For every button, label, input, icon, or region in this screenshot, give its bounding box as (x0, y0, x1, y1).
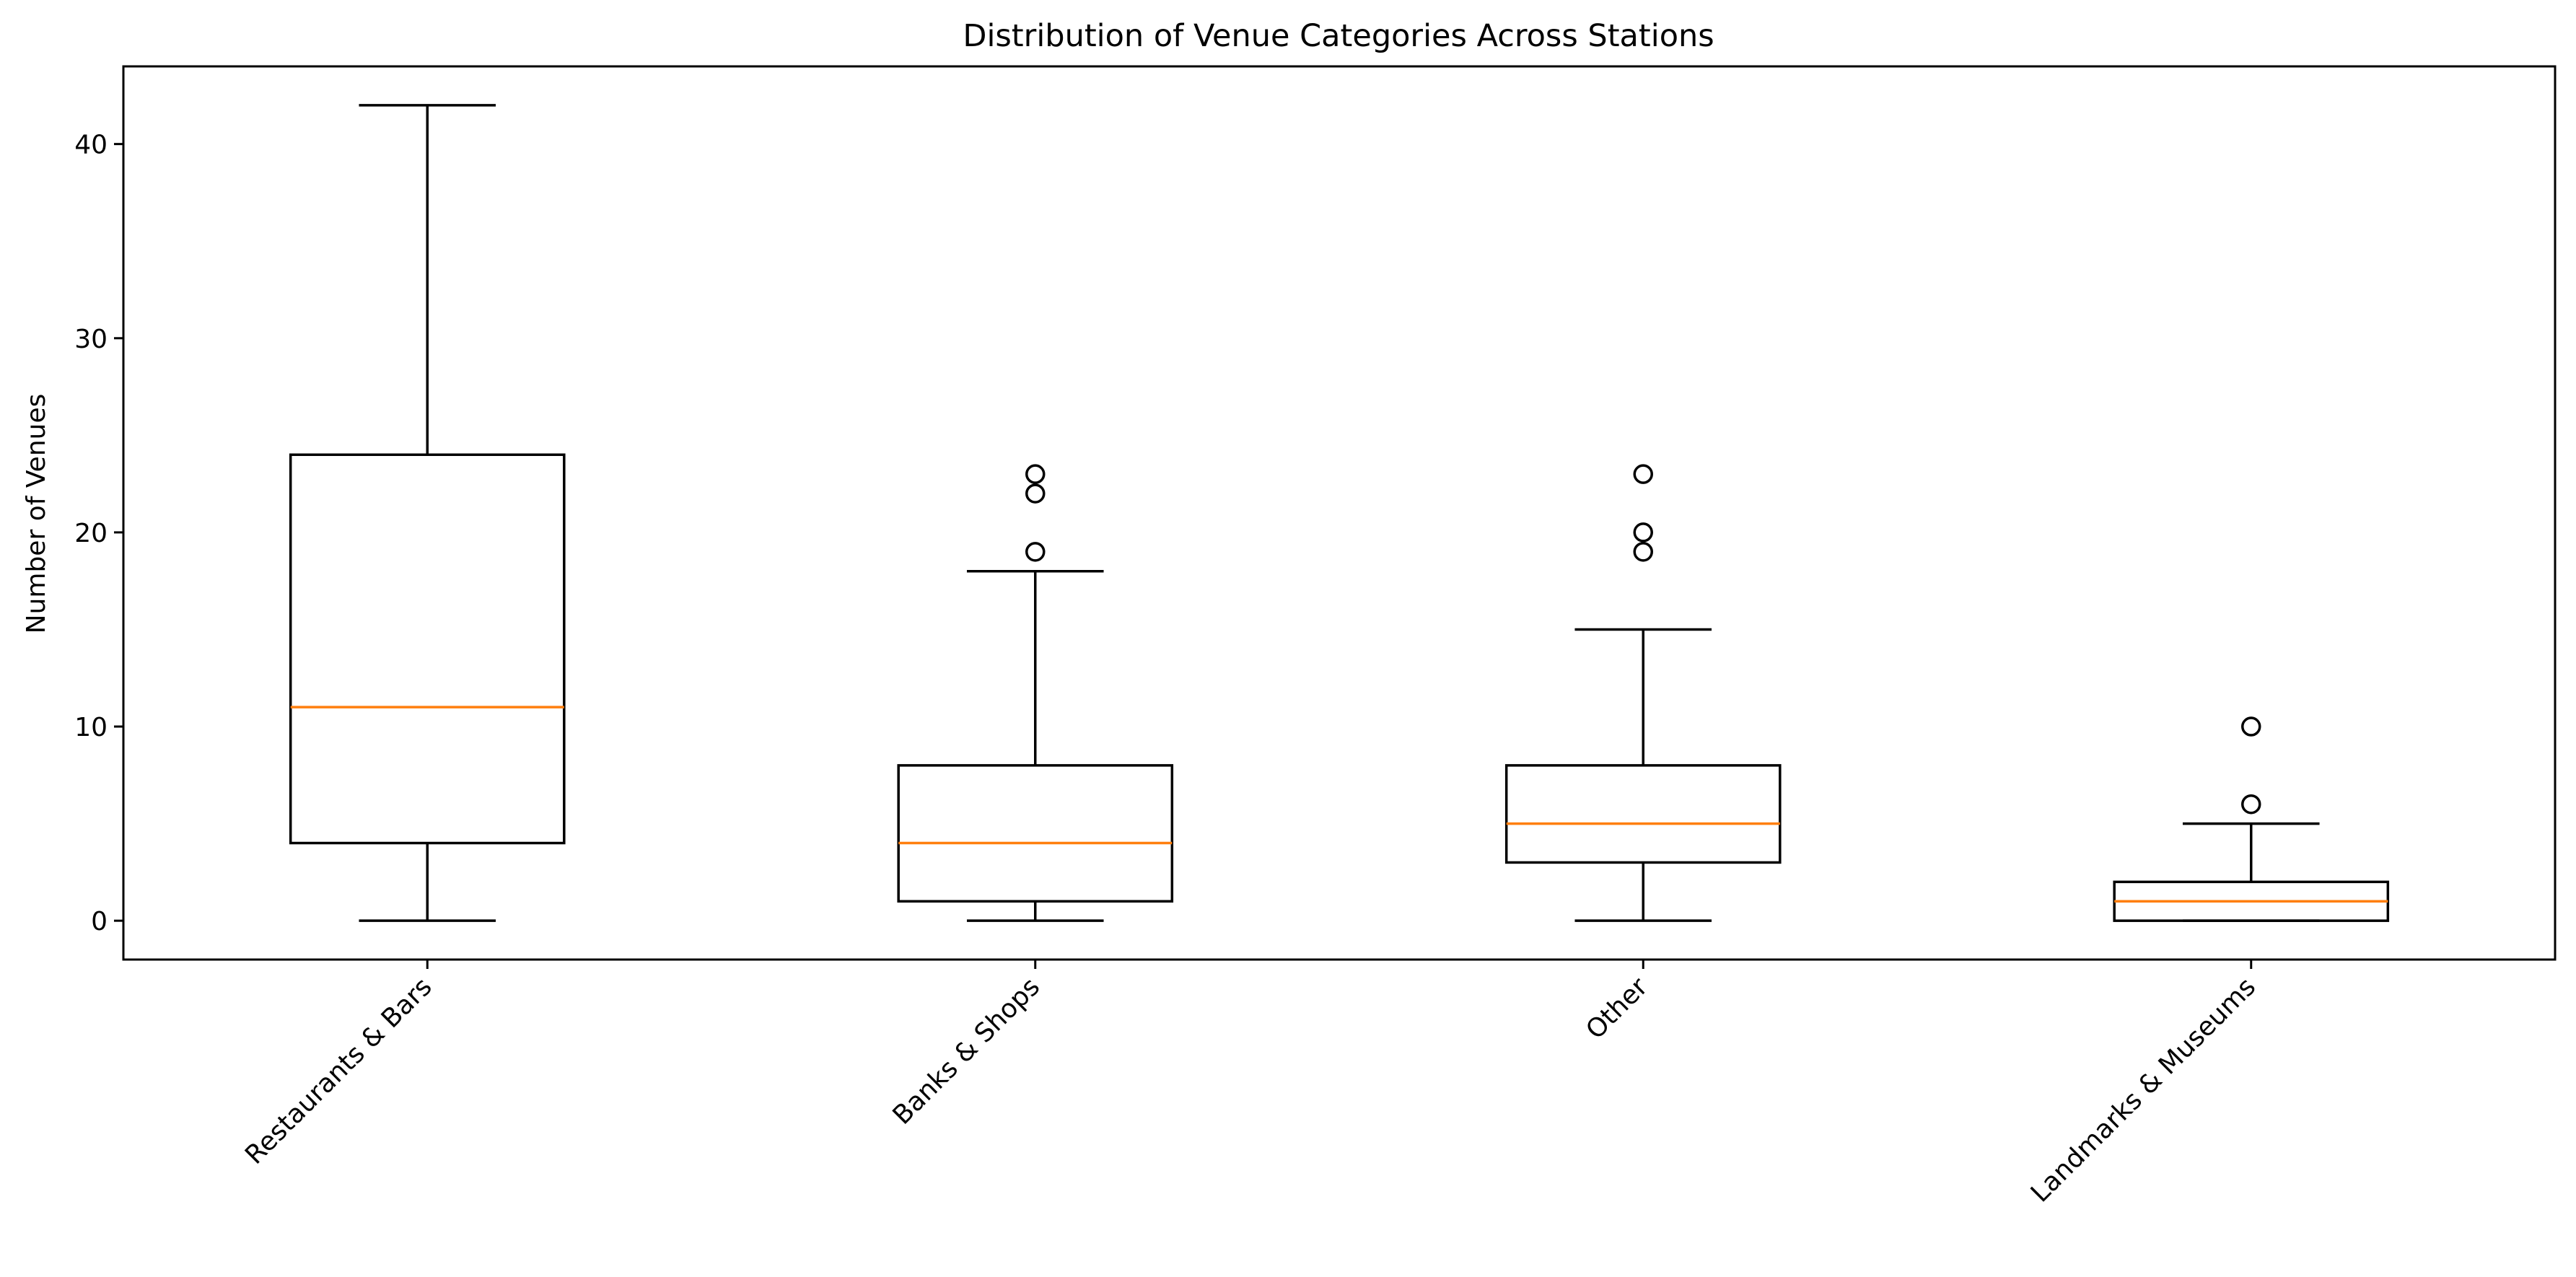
outlier-point (1633, 522, 1653, 543)
y-axis-label: Number of Venues (22, 394, 51, 634)
plot-frame (122, 65, 2557, 961)
y-tick-label: 0 (91, 907, 108, 936)
y-tick-label: 20 (74, 519, 108, 548)
outlier-point (1025, 483, 1046, 504)
outlier-point (1025, 464, 1046, 484)
iqr-box (289, 453, 566, 845)
outlier-point (2241, 794, 2261, 815)
iqr-box (897, 764, 1174, 903)
iqr-box (1504, 764, 1782, 864)
chart-title: Distribution of Venue Categories Across … (963, 18, 1714, 54)
y-tick-label: 10 (74, 713, 108, 742)
y-tick-label: 40 (74, 131, 108, 160)
outlier-point (1633, 464, 1653, 484)
outlier-point (1633, 542, 1653, 562)
outlier-point (1025, 542, 1046, 562)
outlier-point (2241, 716, 2261, 737)
y-tick-label: 30 (74, 325, 108, 354)
